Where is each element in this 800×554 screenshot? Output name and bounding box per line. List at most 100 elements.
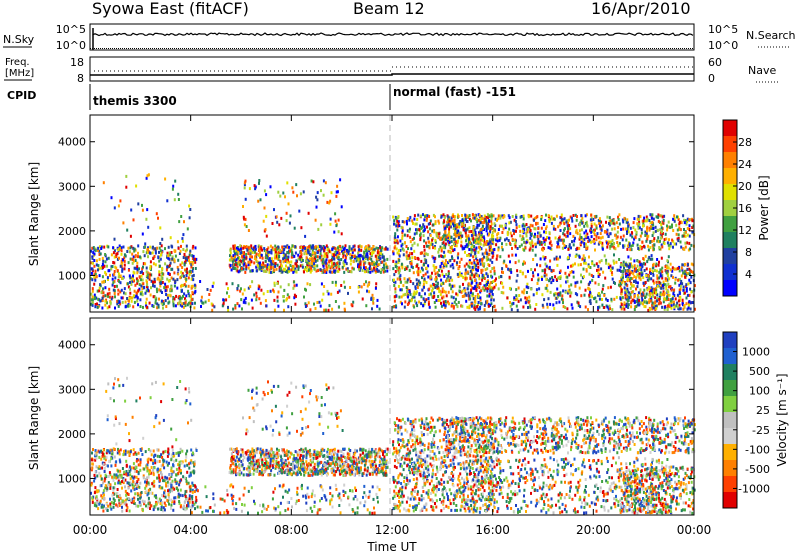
heatmap-cell <box>433 269 436 273</box>
heatmap-cell <box>660 286 663 290</box>
heatmap-cell <box>535 222 538 226</box>
heatmap-cell <box>99 283 102 287</box>
heatmap-cell <box>693 284 696 288</box>
heatmap-cell <box>580 240 583 244</box>
heatmap-cell <box>254 255 257 259</box>
heatmap-cell <box>541 293 544 297</box>
heatmap-cell <box>319 245 322 249</box>
heatmap-cell <box>474 248 477 252</box>
heatmap-cell <box>236 256 239 260</box>
heatmap-cell <box>450 287 453 291</box>
heatmap-cell <box>361 268 364 272</box>
heatmap-cell <box>336 253 339 257</box>
heatmap-cell <box>595 224 598 228</box>
heatmap-cell <box>229 251 232 255</box>
heatmap-cell <box>191 269 194 273</box>
heatmap-cell <box>119 302 122 306</box>
heatmap-cell <box>443 274 446 278</box>
heatmap-cell <box>556 245 559 249</box>
heatmap-cell <box>618 280 621 284</box>
heatmap-cell <box>187 301 190 305</box>
heatmap-cell <box>466 245 469 249</box>
heatmap-cell <box>249 263 252 267</box>
heatmap-cell <box>672 229 675 232</box>
heatmap-cell <box>688 267 691 271</box>
heatmap-cell <box>627 273 629 277</box>
heatmap-cell <box>98 253 101 256</box>
heatmap-cell <box>455 263 458 267</box>
heatmap-cell <box>651 269 654 273</box>
heatmap-cell <box>260 263 263 267</box>
heatmap-cell <box>303 295 305 299</box>
heatmap-cell <box>360 245 363 249</box>
heatmap-cell <box>566 230 569 234</box>
nsearch-tick-top: 10^5 <box>708 23 738 36</box>
heatmap-cell <box>158 273 161 277</box>
heatmap-cell <box>491 293 494 297</box>
heatmap-cell <box>576 280 579 284</box>
heatmap-cell <box>686 233 689 237</box>
heatmap-cell <box>249 260 252 264</box>
heatmap-cell <box>118 244 121 248</box>
heatmap-cell <box>492 234 495 238</box>
heatmap-cell <box>146 469 149 473</box>
heatmap-cell <box>442 295 445 299</box>
heatmap-cell <box>394 295 396 299</box>
heatmap-cell <box>485 215 488 219</box>
heatmap-cell <box>416 286 419 289</box>
heatmap-cell <box>514 261 517 265</box>
heatmap-cell <box>392 250 395 254</box>
heatmap-cell <box>574 255 577 258</box>
heatmap-cell <box>240 298 243 302</box>
heatmap-cell <box>152 280 154 284</box>
heatmap-cell <box>567 291 569 295</box>
heatmap-cell <box>247 302 250 306</box>
heatmap-cell <box>445 238 447 242</box>
heatmap-cell <box>656 258 659 261</box>
heatmap-cell <box>379 251 382 255</box>
heatmap-cell <box>258 285 261 289</box>
heatmap-cell <box>112 251 115 255</box>
heatmap-cell <box>185 244 188 248</box>
heatmap-cell <box>362 263 365 267</box>
heatmap-cell <box>331 270 334 274</box>
heatmap-cell <box>349 270 352 273</box>
heatmap-cell <box>361 255 364 259</box>
heatmap-cell <box>259 301 262 305</box>
heatmap-cell <box>280 216 283 220</box>
heatmap-cell <box>152 247 155 251</box>
heatmap-cell <box>652 231 655 235</box>
heatmap-cell <box>512 229 515 232</box>
heatmap-cell <box>265 234 268 238</box>
heatmap-cell <box>186 256 189 260</box>
heatmap-cell <box>357 258 360 262</box>
heatmap-cell <box>624 293 627 297</box>
heatmap-cell <box>404 300 407 304</box>
heatmap-cell <box>665 279 668 282</box>
heatmap-cell <box>329 222 332 226</box>
heatmap-cell <box>507 267 510 271</box>
heatmap-cell <box>555 214 558 218</box>
heatmap-cell <box>408 256 411 260</box>
heatmap-cell <box>419 251 422 255</box>
heatmap-cell <box>291 264 294 268</box>
heatmap-cell <box>620 286 622 290</box>
heatmap-cell <box>680 245 683 249</box>
heatmap-cell <box>483 277 486 280</box>
heatmap-cell <box>638 268 641 272</box>
nsky-frame <box>89 23 695 51</box>
heatmap-cell <box>683 270 686 274</box>
heatmap-cell <box>456 305 459 309</box>
heatmap-cell <box>186 267 188 271</box>
heatmap-cell <box>515 213 518 217</box>
heatmap-cell <box>160 504 163 508</box>
heatmap-cell <box>291 186 294 190</box>
heatmap-cell <box>478 277 481 281</box>
heatmap-cell <box>158 259 161 263</box>
heatmap-cell <box>437 250 440 254</box>
heatmap-cell <box>109 497 111 501</box>
heatmap-cell <box>621 218 624 222</box>
heatmap-cell <box>126 304 129 308</box>
heatmap-cell <box>91 267 94 271</box>
heatmap-cell <box>234 249 237 253</box>
